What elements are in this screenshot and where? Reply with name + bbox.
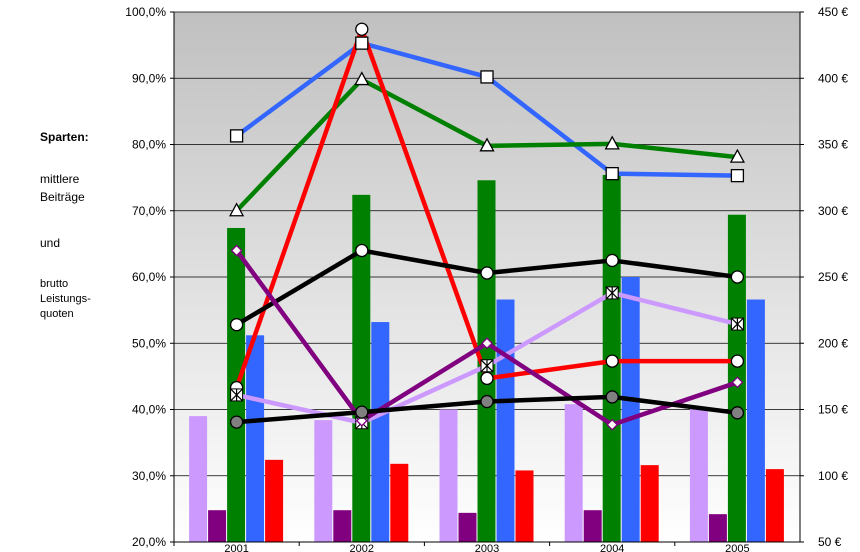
bar [689, 408, 708, 542]
line-point [354, 71, 370, 86]
bar [265, 459, 284, 542]
right-tick-label: 150 € [818, 403, 848, 417]
line-point [229, 415, 244, 429]
left-tick-label: 60,0% [132, 270, 166, 284]
line-point [480, 394, 494, 409]
line-point [230, 244, 243, 257]
bar [640, 465, 659, 542]
left-tick-label: 70,0% [132, 204, 166, 218]
line-point [605, 166, 619, 181]
line-point [605, 253, 619, 268]
left-tick-label: 40,0% [132, 403, 166, 417]
bar [746, 299, 765, 542]
line-point [355, 36, 369, 50]
line-point [355, 22, 369, 36]
left-tick-label: 20,0% [132, 535, 166, 549]
legend-line-und: und [40, 236, 61, 250]
legend-title: Sparten: [40, 130, 89, 144]
line-point [480, 371, 494, 386]
legend-line-beitraege: Beiträge [40, 190, 85, 204]
right-tick-label: 200 € [818, 336, 848, 350]
right-tick-label: 300 € [818, 204, 848, 218]
bar [496, 299, 515, 542]
line-point [480, 266, 494, 280]
line-point [730, 317, 744, 331]
right-tick-label: 350 € [818, 138, 848, 152]
legend-line-mittlere: mittlere [40, 172, 80, 186]
right-tick-label: 250 € [818, 270, 848, 284]
line-point [605, 286, 619, 300]
line-point [731, 376, 744, 389]
left-tick-label: 50,0% [132, 336, 166, 350]
bar [765, 469, 784, 542]
bar [708, 514, 727, 542]
line-point [229, 129, 244, 143]
line-point [479, 137, 495, 152]
bar [439, 409, 458, 542]
left-tick-label: 80,0% [132, 138, 166, 152]
bar [333, 510, 352, 542]
line-point [730, 406, 745, 420]
left-tick-label: 100,0% [125, 5, 166, 19]
legend-line-quoten: quoten [40, 308, 74, 320]
line-point [605, 354, 619, 368]
line-point [730, 168, 745, 183]
line-point [729, 148, 745, 163]
right-tick-label: 100 € [818, 469, 848, 483]
bar [371, 322, 390, 542]
legend-line-brutto: brutto [40, 278, 69, 290]
line-point [606, 418, 619, 431]
line-point [480, 359, 494, 373]
legend-panel: Sparten: mittlere Beiträge und brutto Le… [0, 0, 160, 552]
line-point [355, 243, 369, 258]
right-tick-label: 450 € [818, 5, 848, 19]
line-point [480, 70, 494, 84]
right-tick-label: 50 € [818, 535, 842, 549]
bar [208, 510, 227, 542]
bar [564, 404, 583, 542]
x-tick-label: 2005 [725, 543, 749, 552]
left-tick-label: 90,0% [132, 71, 166, 85]
line-point [229, 318, 244, 332]
x-tick-label: 2004 [600, 543, 624, 552]
line-point [730, 354, 745, 368]
right-tick-label: 400 € [818, 71, 848, 85]
axes: 20,0% 30,0% 40,0% 50,0% 60,0% 70,0% 80,0% 90,0%… [125, 5, 848, 552]
line-point [604, 135, 620, 150]
left-tick-label: 30,0% [132, 469, 166, 483]
line-point [229, 202, 245, 217]
line-point [481, 337, 493, 350]
bar [390, 463, 409, 542]
line-point [605, 390, 619, 404]
bar-series [189, 174, 784, 542]
bar [189, 416, 208, 542]
bar [458, 512, 477, 542]
x-tick-label: 2001 [224, 543, 248, 552]
bar [352, 194, 371, 542]
bar [515, 470, 534, 542]
x-tick-label: 2003 [475, 543, 499, 552]
line-series [229, 22, 745, 431]
x-tick-label: 2002 [350, 543, 374, 552]
bar [314, 420, 333, 542]
bar [246, 335, 265, 542]
bar [621, 277, 640, 542]
line-point [730, 270, 745, 284]
bar [583, 510, 602, 542]
line-point [230, 388, 244, 402]
legend-line-leistungs: Leistungs- [40, 293, 91, 305]
line-point [355, 405, 369, 419]
